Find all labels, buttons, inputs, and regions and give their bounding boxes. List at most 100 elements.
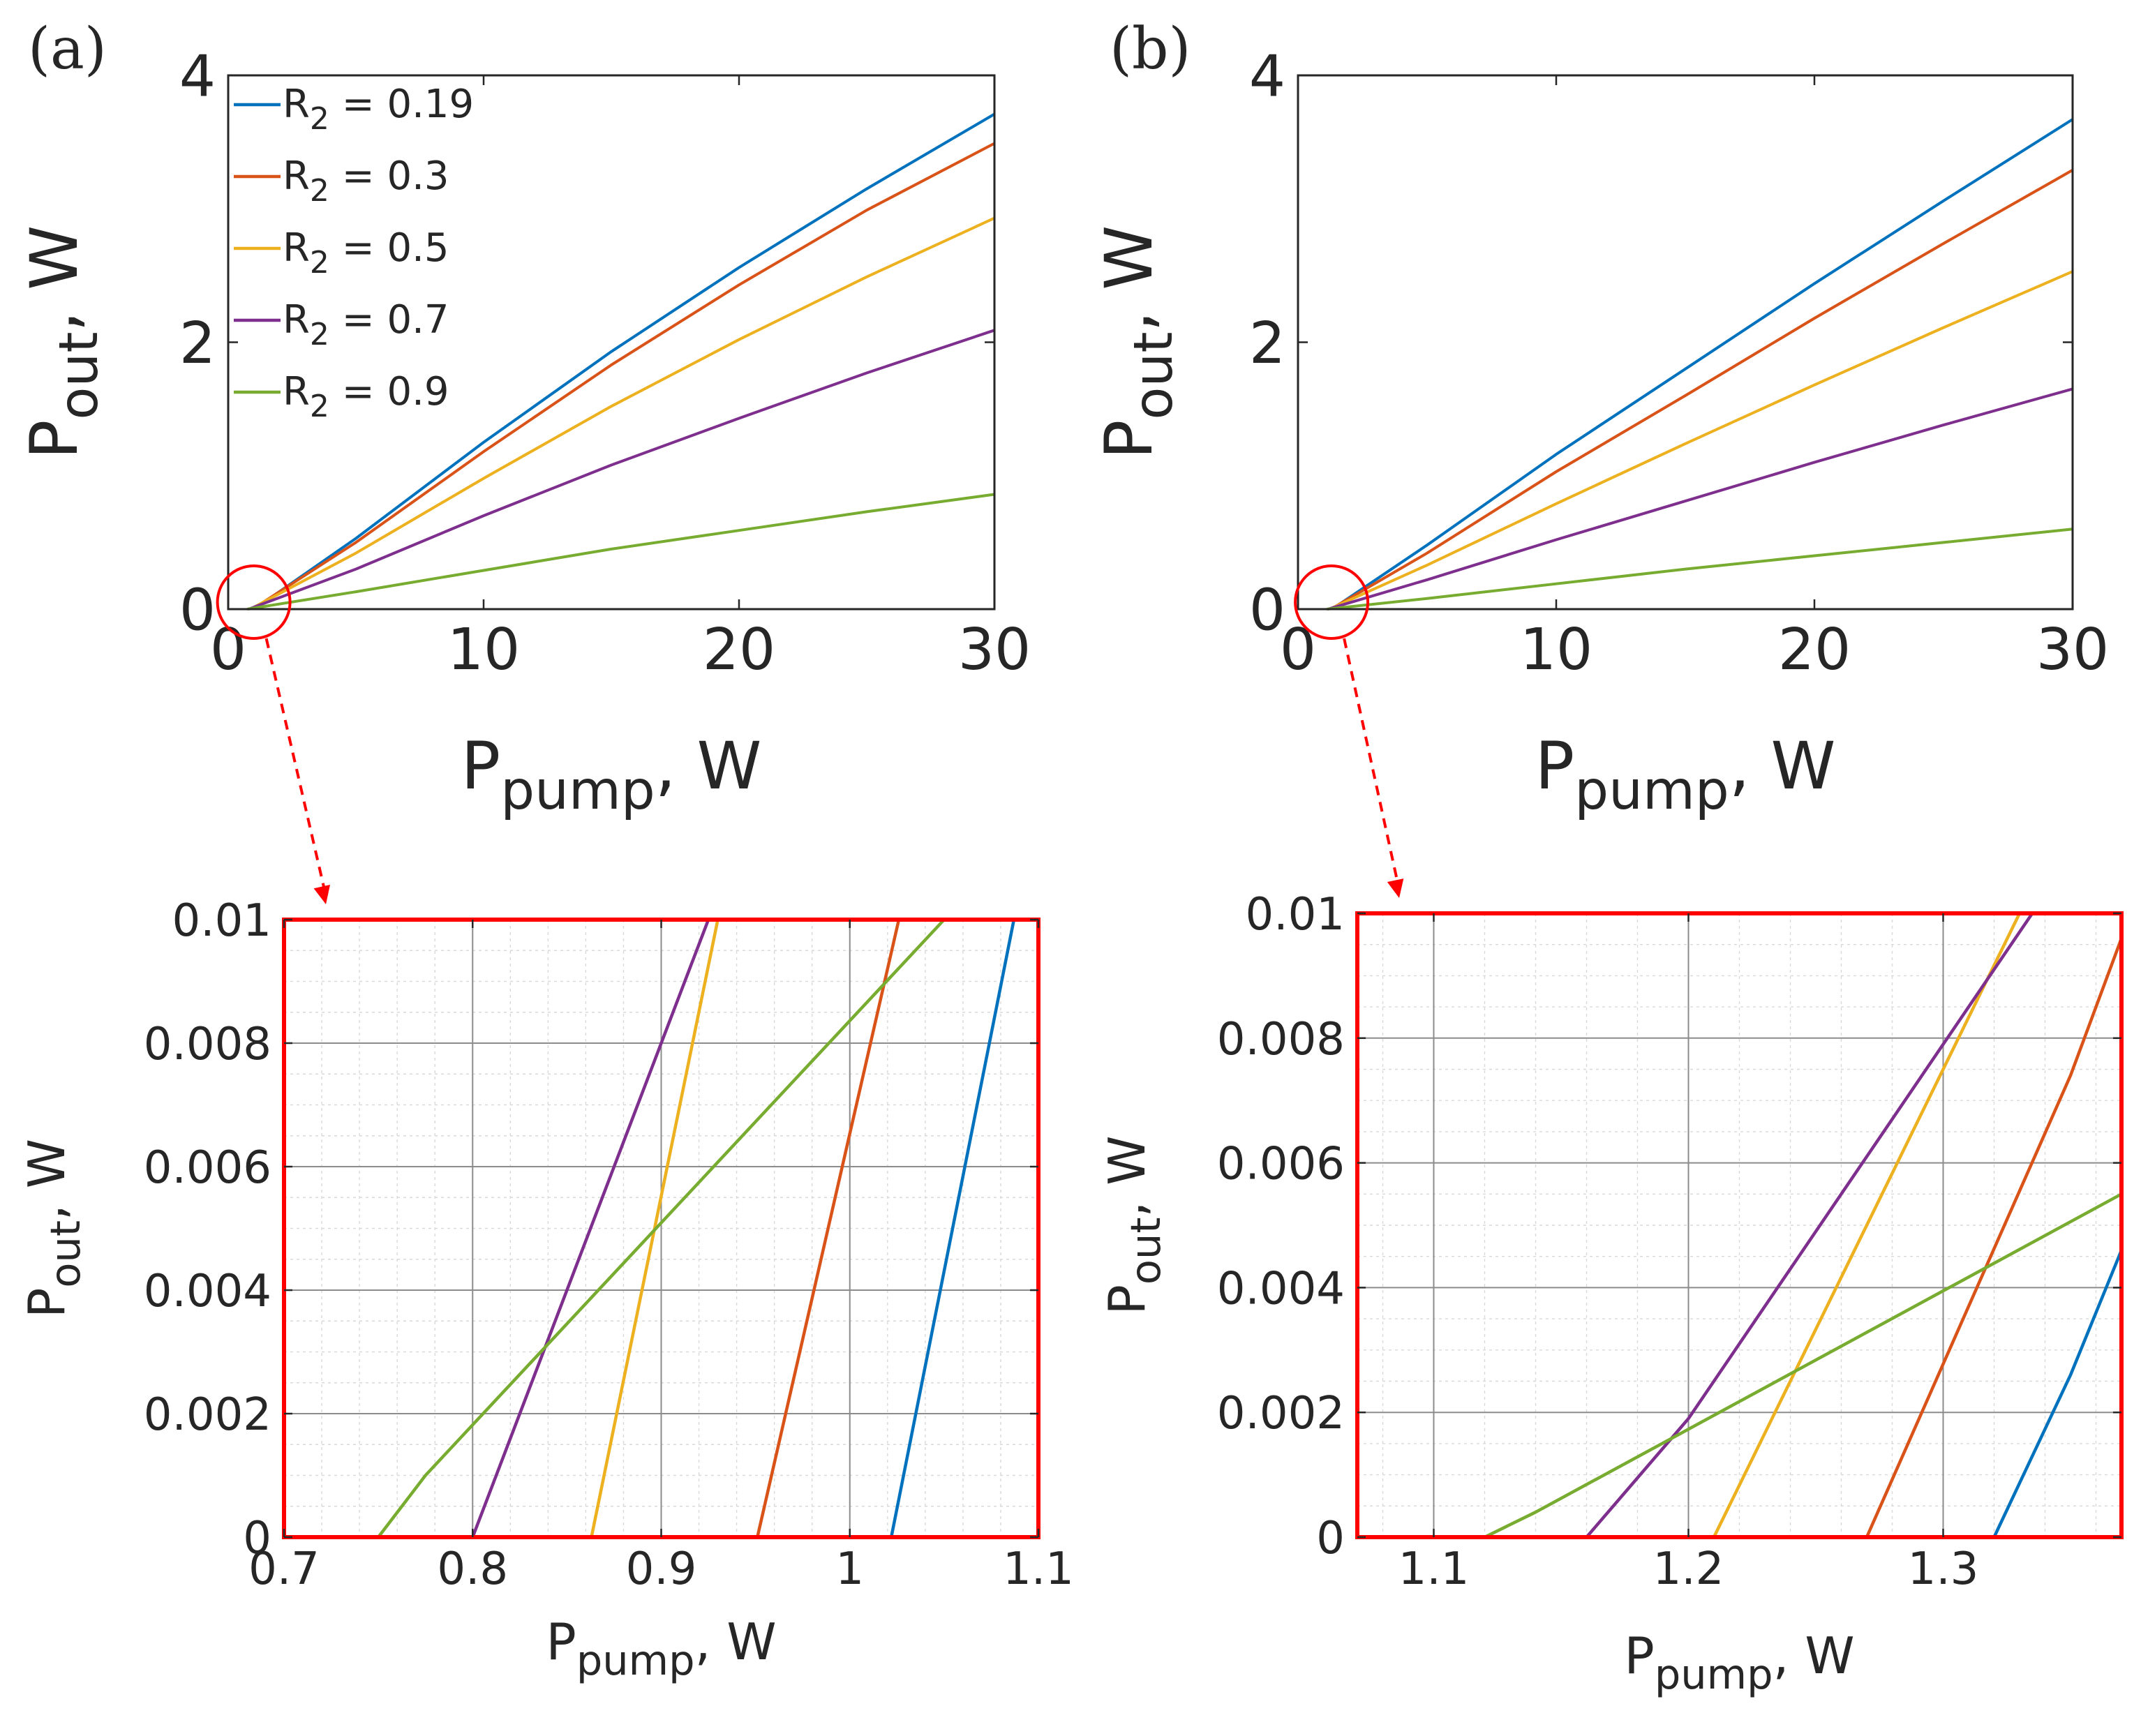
- x-tick-label: 10: [447, 617, 520, 683]
- series-line-b-zoom-0: [1357, 1249, 2124, 1539]
- series-line-a-main-2: [249, 216, 995, 611]
- panel-label-a: (a): [28, 16, 107, 82]
- y-tick-label: 0.006: [1217, 1139, 1345, 1190]
- legend-label-sub: 2: [310, 245, 329, 280]
- x-tick-label: 0.7: [248, 1543, 320, 1595]
- legend-label-main: R: [283, 82, 310, 127]
- series-group-b-main: [1327, 118, 2074, 611]
- x-axis-label-a-zoom-sub: pump: [576, 1636, 695, 1684]
- y-tick-label: 0.004: [144, 1266, 271, 1317]
- y-axis-label-b-main-main: P: [1091, 420, 1168, 460]
- x-axis-label-a-main-sub: pump: [500, 760, 655, 822]
- series-line-a-main-4: [247, 493, 995, 611]
- y-tick-label: 0.006: [144, 1142, 271, 1194]
- x-tick-label: 1.1: [1003, 1543, 1074, 1595]
- x-tick-label: 10: [1520, 617, 1592, 683]
- legend-label: R2 = 0.3: [283, 154, 449, 209]
- y-axis-label-a-main-sub: out: [48, 331, 110, 419]
- series-line-b-main-3: [1327, 387, 2073, 611]
- x-axis-label-b-main: Ppump, W: [1535, 728, 1836, 822]
- grid-b-zoom: [1357, 913, 2121, 1538]
- legend-label: R2 = 0.7: [283, 297, 449, 352]
- x-axis-label-b-zoom: Ppump, W: [1624, 1626, 1854, 1698]
- y-axis-label-a-main-main: P: [17, 420, 93, 460]
- legend-label-sub: 2: [310, 317, 329, 352]
- y-axis-label-a-zoom-main: P: [17, 1288, 76, 1318]
- y-tick-label: 0: [1249, 578, 1285, 644]
- legend-label-suffix: = 0.3: [329, 154, 449, 199]
- series-line-a-main-0: [253, 112, 996, 611]
- x-tick-label: 30: [2036, 617, 2109, 683]
- y-axis-label-b-zoom-main: P: [1098, 1285, 1156, 1315]
- legend-label-main: R: [283, 369, 310, 414]
- x-tick-label: 0.8: [437, 1543, 508, 1595]
- y-tick-label: 2: [179, 310, 216, 377]
- zoom-arrowhead-a: [313, 885, 331, 904]
- x-axis-label-b-zoom-main: P: [1624, 1626, 1654, 1685]
- x-axis-label-a-zoom-suffix: , W: [695, 1612, 777, 1671]
- legend-label-sub: 2: [310, 389, 329, 424]
- x-tick-label: 1: [835, 1543, 864, 1595]
- y-axis-label-a-zoom-sub: out: [41, 1220, 89, 1288]
- x-tick-label: 1.3: [1908, 1543, 1979, 1595]
- y-tick-label: 0.008: [144, 1019, 271, 1070]
- x-tick-label: 30: [958, 617, 1031, 683]
- series-line-b-main-1: [1329, 169, 2073, 611]
- x-tick-label: 20: [1778, 617, 1851, 683]
- x-tick-label: 1.2: [1653, 1543, 1724, 1595]
- x-axis-label-a-main-suffix: , W: [655, 728, 762, 805]
- y-axis-label-b-main-suffix: , W: [1091, 225, 1168, 332]
- y-axis-label-a-zoom-suffix: , W: [17, 1139, 76, 1220]
- plot-frame-b-main: [1297, 74, 2074, 611]
- y-axis-label-a-main: Pout, W: [17, 225, 110, 460]
- legend-label: R2 = 0.19: [283, 82, 474, 137]
- y-tick-label: 0: [243, 1513, 271, 1564]
- ticks-b-main: 0 10 20 30 0 2 4: [1249, 44, 2109, 684]
- series-line-b-main-0: [1331, 118, 2074, 611]
- grid-a-zoom: [283, 919, 1039, 1538]
- y-axis-label-a-zoom: Pout, W: [17, 1139, 89, 1318]
- y-tick-label: 4: [179, 44, 216, 110]
- x-axis-label-a-zoom-main: P: [546, 1612, 576, 1671]
- plot-frame-b-zoom: [1355, 911, 2124, 1539]
- x-axis-label-b-main-main: P: [1535, 728, 1575, 805]
- y-tick-label: 0.01: [172, 895, 272, 947]
- legend-label: R2 = 0.5: [283, 225, 449, 280]
- legend-label-main: R: [283, 225, 310, 271]
- zoom-circle-b: [1294, 564, 1370, 640]
- legend-label-suffix: = 0.9: [329, 369, 449, 414]
- x-axis-label-b-zoom-sub: pump: [1655, 1650, 1773, 1698]
- series-line-a-main-1: [251, 142, 995, 611]
- chart-a-zoom: 0.7 0.8 0.9 1 1.1 0 0.002 0.004 0.006 0.008 0.01 Pp…: [17, 895, 1074, 1684]
- legend-label-sub: 2: [310, 173, 329, 209]
- x-tick-label: 0.9: [626, 1543, 697, 1595]
- y-axis-label-a-main-suffix: , W: [17, 225, 93, 332]
- y-tick-label: 0.002: [144, 1389, 271, 1441]
- y-tick-label: 4: [1249, 44, 1285, 110]
- zoom-annotations: [216, 564, 1404, 904]
- legend-label-sub: 2: [310, 101, 329, 137]
- ticks-a-zoom: 0.7 0.8 0.9 1 1.1 0 0.002 0.004 0.006 0.008 0.01: [144, 895, 1074, 1595]
- panel-label-b: (b): [1110, 16, 1191, 82]
- y-tick-label: 0.01: [1246, 889, 1345, 941]
- y-axis-label-b-main: Pout, W: [1091, 225, 1185, 460]
- x-axis-label-a-zoom: Ppump, W: [546, 1612, 776, 1684]
- ticks-b-zoom: 1.1 1.2 1.3 0 0.002 0.004 0.006 0.008 0.01: [1217, 889, 2121, 1595]
- legend-label-suffix: = 0.5: [329, 225, 449, 271]
- y-axis-label-b-zoom-sub: out: [1121, 1217, 1170, 1285]
- zoom-arrow-a: [264, 638, 327, 897]
- legend-label-suffix: = 0.7: [329, 297, 449, 343]
- legend-label-main: R: [283, 297, 310, 343]
- zoom-arrowhead-b: [1387, 878, 1404, 898]
- x-axis-label-b-zoom-suffix: , W: [1773, 1626, 1855, 1685]
- x-tick-label: 0: [1280, 617, 1316, 683]
- x-axis-label-a-main: Ppump, W: [461, 728, 762, 822]
- y-tick-label: 0.008: [1217, 1014, 1345, 1065]
- y-axis-label-b-zoom: Pout, W: [1098, 1135, 1170, 1315]
- x-axis-label-b-main-suffix: , W: [1729, 728, 1836, 805]
